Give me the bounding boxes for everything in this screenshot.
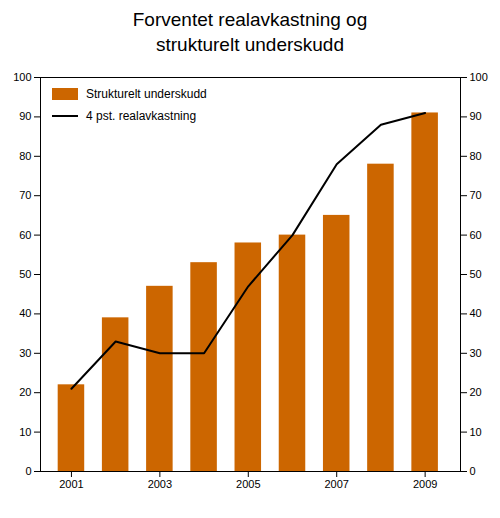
svg-text:20: 20 bbox=[19, 387, 31, 399]
svg-text:70: 70 bbox=[19, 190, 31, 202]
svg-text:30: 30 bbox=[19, 347, 31, 359]
svg-text:0: 0 bbox=[25, 465, 31, 477]
svg-text:60: 60 bbox=[19, 229, 31, 241]
svg-text:90: 90 bbox=[470, 111, 482, 123]
svg-text:2003: 2003 bbox=[148, 479, 172, 491]
svg-text:30: 30 bbox=[470, 347, 482, 359]
svg-text:2005: 2005 bbox=[236, 479, 260, 491]
svg-text:100: 100 bbox=[13, 71, 31, 83]
svg-text:20: 20 bbox=[470, 387, 482, 399]
svg-text:70: 70 bbox=[470, 190, 482, 202]
svg-text:0: 0 bbox=[470, 465, 476, 477]
html-text:4 pst. realavkastning: 4 pst. realavkastning bbox=[86, 109, 197, 124]
svg-text:40: 40 bbox=[470, 308, 482, 320]
svg-text:10: 10 bbox=[470, 426, 482, 438]
svg-text:100: 100 bbox=[470, 71, 488, 83]
svg-text:50: 50 bbox=[19, 268, 31, 280]
svg-text:2009: 2009 bbox=[413, 479, 437, 491]
svg-text:80: 80 bbox=[19, 150, 31, 162]
html-text:Strukturelt underskudd: Strukturelt underskudd bbox=[86, 87, 207, 102]
svg-text:2007: 2007 bbox=[324, 479, 348, 491]
svg-text:60: 60 bbox=[470, 229, 482, 241]
svg-text:80: 80 bbox=[470, 150, 482, 162]
svg-text:40: 40 bbox=[19, 308, 31, 320]
svg-text:2001: 2001 bbox=[59, 479, 83, 491]
html-text:Forventet realavkastning og st: Forventet realavkastning og strukturelt … bbox=[132, 9, 368, 55]
svg-text:90: 90 bbox=[19, 111, 31, 123]
svg-text:10: 10 bbox=[19, 426, 31, 438]
svg-text:50: 50 bbox=[470, 268, 482, 280]
